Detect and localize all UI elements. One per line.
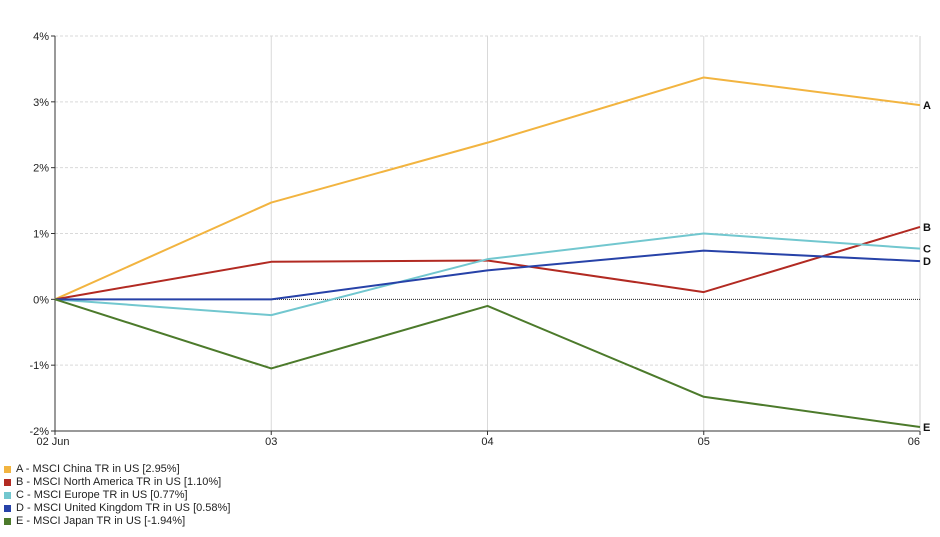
- y-tick-label: 4%: [33, 31, 49, 43]
- line-chart: -2% -1% 0% 1% 2% 3% 4% 02 Jun 03 04 05 06 A BCD E: [29, 31, 931, 448]
- series-line-b: [54, 225, 921, 301]
- series-end-label-b: B: [923, 222, 931, 234]
- legend-swatch-b: [4, 479, 11, 486]
- legend-label-b: B - MSCI North America TR in US [1.10%]: [16, 476, 222, 488]
- legend-label-a: A - MSCI China TR in US [2.95%]: [16, 463, 180, 475]
- y-tick-label: -1%: [29, 360, 49, 372]
- series-end-label-c: C: [923, 244, 931, 256]
- y-tick-label: 3%: [33, 97, 49, 109]
- series-end-label-e: E: [923, 422, 930, 434]
- legend-label-d: D - MSCI United Kingdom TR in US [0.58%]: [16, 502, 231, 514]
- label-layer: A BCD E: [923, 100, 931, 434]
- y-tick-label: -2%: [29, 426, 49, 438]
- series-layer: [54, 76, 921, 429]
- legend-item-b: B - MSCI North America TR in US [1.10%]: [4, 476, 230, 489]
- x-tick-label: 06: [908, 436, 920, 448]
- legend-swatch-a: [4, 466, 11, 473]
- series-end-label-a: A: [923, 100, 931, 112]
- legend: A - MSCI China TR in US [2.95%] B - MSCI…: [4, 463, 230, 528]
- y-tick-label: 2%: [33, 163, 49, 175]
- series-end-label-d: D: [923, 256, 931, 268]
- series-line-c: [54, 232, 921, 317]
- legend-item-c: C - MSCI Europe TR in US [0.77%]: [4, 489, 230, 502]
- series-line-e: [54, 298, 921, 429]
- legend-swatch-d: [4, 505, 11, 512]
- legend-item-e: E - MSCI Japan TR in US [-1.94%]: [4, 515, 230, 528]
- grid-layer: [55, 35, 921, 432]
- x-tick-label: 03: [265, 436, 277, 448]
- y-tick-label: 1%: [33, 229, 49, 241]
- legend-item-d: D - MSCI United Kingdom TR in US [0.58%]: [4, 502, 230, 515]
- x-tick-label: 02 Jun: [36, 436, 69, 448]
- axis-layer: -2% -1% 0% 1% 2% 3% 4% 02 Jun 03 04 05 06: [29, 31, 921, 448]
- legend-swatch-e: [4, 518, 11, 525]
- y-tick-label: 0%: [33, 294, 49, 306]
- x-tick-label: 04: [481, 436, 493, 448]
- legend-item-a: A - MSCI China TR in US [2.95%]: [4, 463, 230, 476]
- series-line-d: [55, 249, 921, 301]
- series-line-a: [54, 76, 921, 301]
- legend-swatch-c: [4, 492, 11, 499]
- legend-label-e: E - MSCI Japan TR in US [-1.94%]: [16, 515, 186, 527]
- legend-label-c: C - MSCI Europe TR in US [0.77%]: [16, 489, 188, 501]
- x-tick-label: 05: [698, 436, 710, 448]
